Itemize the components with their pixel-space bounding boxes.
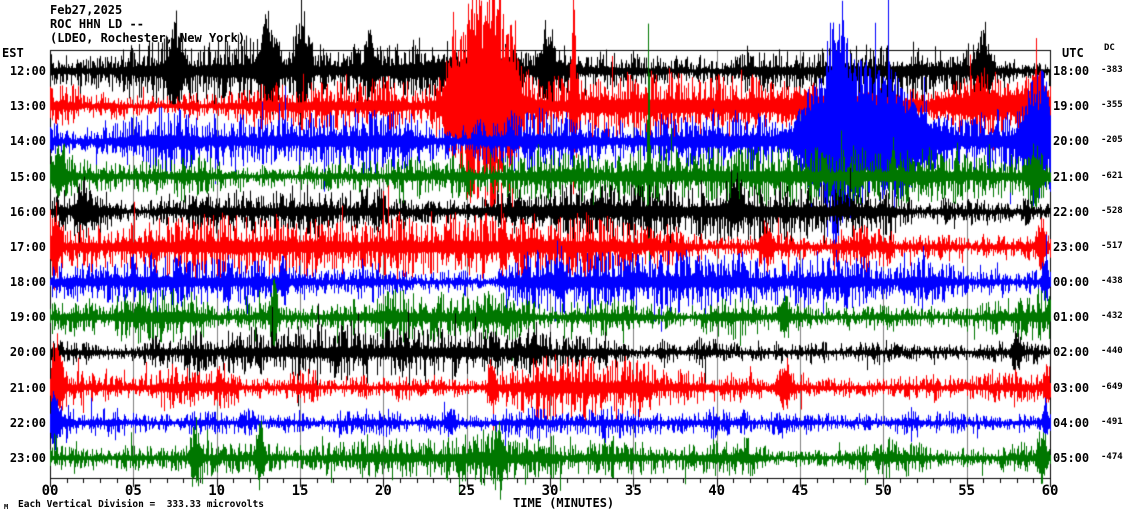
watermark: M (4, 503, 9, 511)
header-date: Feb27,2025 (50, 3, 123, 17)
x-axis-tick-label: 00 (41, 483, 59, 499)
dc-offset-value: -621 (1101, 170, 1123, 181)
left-time-label: 22:00 (9, 415, 46, 430)
dc-offset-value: -517 (1101, 240, 1123, 251)
left-time-label: 18:00 (9, 275, 46, 290)
right-time-label: 19:00 (1053, 99, 1090, 114)
right-time-label: 21:00 (1053, 169, 1090, 184)
x-axis-title: TIME (MINUTES) (513, 496, 615, 510)
dc-column-label: DC (1104, 43, 1115, 53)
right-time-label: 05:00 (1053, 450, 1090, 465)
left-time-label: 19:00 (9, 310, 46, 325)
x-axis-tick-label: 15 (291, 483, 309, 499)
x-axis-tick-label: 05 (124, 483, 142, 499)
left-time-label: 17:00 (9, 239, 46, 254)
header-station-location: (LDEO, Rochester, New York) (50, 31, 246, 45)
dc-offset-value: -474 (1101, 451, 1123, 462)
left-time-label: 16:00 (9, 204, 46, 219)
left-time-label: 14:00 (9, 134, 46, 149)
x-axis-tick-label: 40 (708, 483, 726, 499)
dc-offset-value: -491 (1101, 416, 1123, 427)
header-station-code: ROC HHN LD -- (50, 17, 144, 31)
left-time-label: 13:00 (9, 99, 46, 114)
left-time-label: 12:00 (9, 64, 46, 78)
x-axis-tick-label: 55 (958, 483, 976, 499)
dc-offset-value: -355 (1101, 100, 1123, 111)
right-time-label: 20:00 (1053, 134, 1090, 149)
left-time-label: 15:00 (9, 169, 46, 184)
scale-note: Each Vertical Division = 333.33 microvol… (18, 499, 264, 510)
left-time-label: 20:00 (9, 345, 46, 360)
right-time-label: 02:00 (1053, 345, 1090, 360)
right-time-label: 22:00 (1053, 204, 1090, 219)
x-axis-tick-label: 35 (624, 483, 642, 499)
right-time-label: 01:00 (1053, 310, 1090, 325)
left-time-label: 23:00 (9, 450, 46, 465)
x-axis-tick-label: 20 (374, 483, 392, 499)
dc-offset-value: -432 (1101, 311, 1123, 322)
dc-offset-value: -440 (1101, 346, 1123, 357)
right-timezone-label: UTC (1062, 46, 1084, 60)
left-timezone-label: EST (2, 46, 24, 60)
x-axis-tick-label: 25 (458, 483, 476, 499)
dc-offset-value: -383 (1101, 65, 1123, 75)
dc-offset-value: -438 (1101, 276, 1123, 287)
right-time-label: 03:00 (1053, 380, 1090, 395)
left-time-label: 21:00 (9, 380, 46, 395)
dc-offset-value: -649 (1101, 381, 1123, 392)
x-axis-tick-label: 60 (1041, 483, 1059, 499)
x-axis-tick-label: 10 (208, 483, 226, 499)
right-time-label: 18:00 (1053, 64, 1090, 78)
right-time-label: 23:00 (1053, 239, 1090, 254)
dc-offset-value: -528 (1101, 205, 1123, 216)
right-time-label: 00:00 (1053, 275, 1090, 290)
x-axis-tick-label: 50 (874, 483, 892, 499)
dc-offset-value: -205 (1101, 135, 1123, 146)
x-axis-tick-label: 45 (791, 483, 809, 499)
right-time-label: 04:00 (1053, 415, 1090, 430)
x-axis-tick-label: 30 (541, 483, 559, 499)
